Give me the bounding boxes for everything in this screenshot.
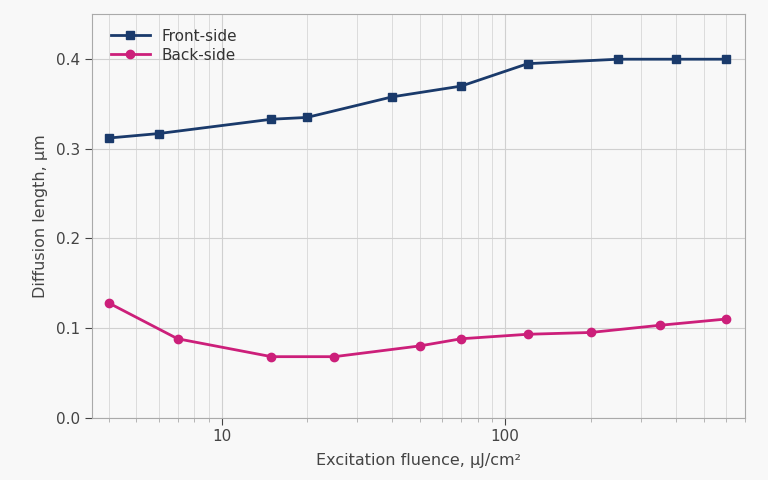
Front-side [721, 56, 730, 62]
Front-side [104, 135, 113, 141]
Back-side [655, 323, 664, 328]
Back-side [457, 336, 466, 342]
Back-side [329, 354, 339, 360]
Front-side [671, 56, 680, 62]
Front-side [523, 61, 532, 67]
Front-side [154, 131, 163, 136]
Back-side [104, 300, 113, 306]
Back-side [173, 336, 182, 342]
Back-side [586, 330, 595, 336]
Front-side [388, 94, 397, 100]
Back-side [721, 316, 730, 322]
Line: Front-side: Front-side [104, 55, 730, 142]
Legend: Front-side, Back-side: Front-side, Back-side [105, 23, 243, 70]
Front-side [266, 116, 276, 122]
Front-side [457, 83, 466, 89]
Front-side [303, 115, 312, 120]
Front-side [614, 56, 623, 62]
X-axis label: Excitation fluence, μJ/cm²: Excitation fluence, μJ/cm² [316, 453, 521, 468]
Line: Back-side: Back-side [104, 299, 730, 361]
Back-side [415, 343, 425, 349]
Y-axis label: Diffusion length, μm: Diffusion length, μm [33, 134, 48, 298]
Back-side [266, 354, 276, 360]
Back-side [523, 331, 532, 337]
